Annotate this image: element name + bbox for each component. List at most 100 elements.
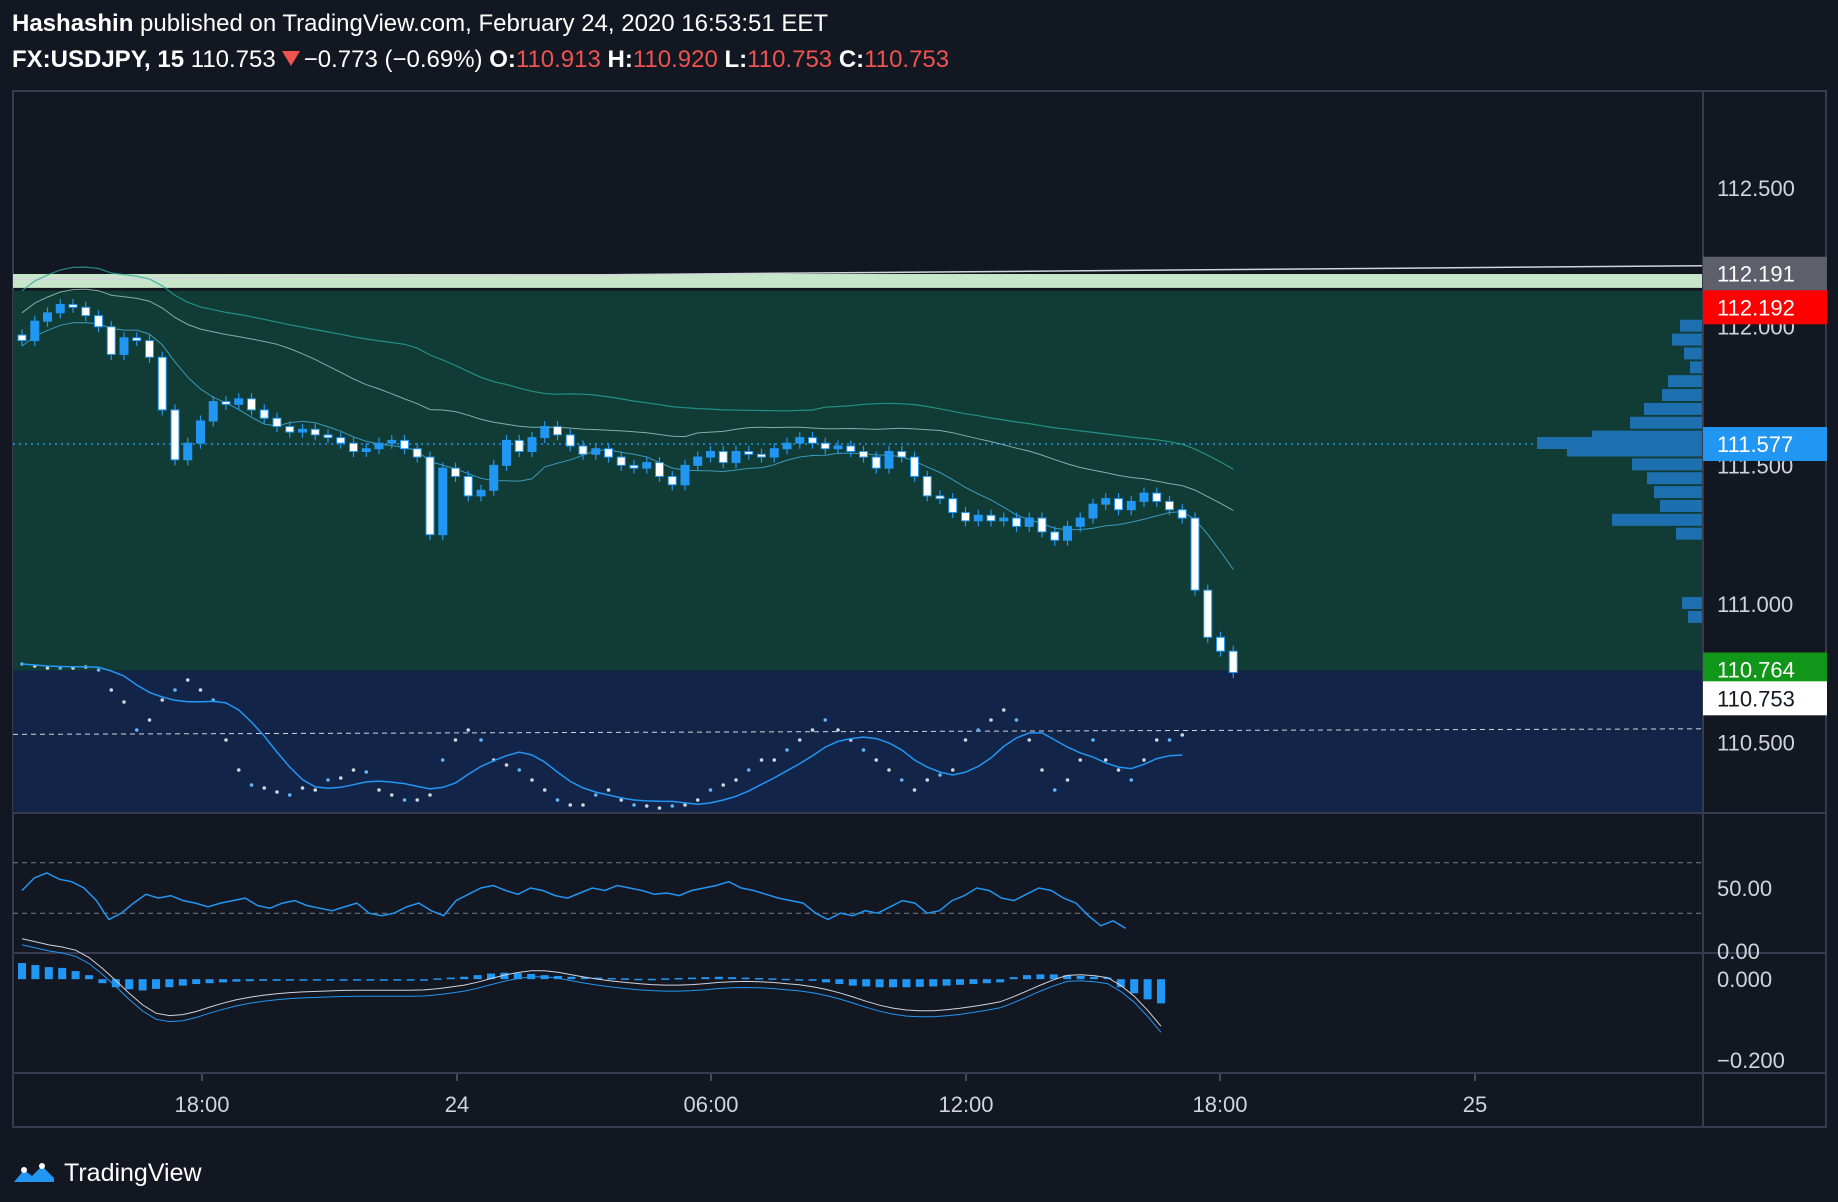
price-label-text: 112.192 [1717, 295, 1795, 320]
histogram-bar [339, 979, 348, 981]
indicator-dot [262, 786, 267, 790]
candle-body [259, 409, 269, 419]
candle-body [527, 437, 537, 452]
candle-body [170, 409, 180, 461]
price-label-text: 112.191 [1717, 262, 1795, 287]
histogram-bar [661, 978, 670, 980]
histogram-bar [18, 963, 26, 980]
price-label-box [1703, 681, 1827, 716]
indicator-dot [1091, 738, 1095, 742]
indicator-dot [147, 718, 152, 722]
histogram-bar [406, 979, 415, 981]
histogram-bar [741, 977, 750, 980]
histogram-bar [634, 978, 643, 981]
indicator-dot [1078, 758, 1083, 762]
histogram-bar [982, 979, 991, 984]
indicator-dot [185, 678, 190, 682]
dashed-level-line [12, 728, 1703, 735]
indicator-dot [517, 768, 522, 772]
histogram-bar [178, 979, 187, 986]
candle-body [986, 514, 996, 522]
candle-body [463, 475, 473, 497]
close-value: 110.753 [864, 46, 950, 73]
histogram-bar [473, 975, 482, 980]
time-tick-label: 12:00 [938, 1092, 993, 1117]
candle-body [1216, 636, 1225, 652]
candle-body [349, 442, 358, 452]
histogram-bar [165, 979, 174, 988]
indicator-dot [1103, 758, 1108, 762]
candle-body [119, 337, 129, 355]
indicator-dot [581, 803, 585, 807]
histogram-bar [259, 979, 268, 981]
time-tick-label: 06:00 [683, 1092, 738, 1117]
indicator-dot [287, 793, 292, 797]
indicator-dot [198, 688, 203, 692]
histogram-tick-label: −0.200 [1717, 1048, 1785, 1073]
price-zone [13, 290, 1702, 671]
candle-body [820, 442, 830, 450]
histogram-bar [580, 977, 589, 980]
indicator-dot [708, 788, 713, 792]
price-tick-label: 112.500 [1717, 176, 1795, 201]
candle-body [157, 356, 167, 411]
histogram-bar [1009, 977, 1018, 980]
price-tick-label: 110.500 [1717, 731, 1795, 756]
indicator-dot [950, 768, 955, 772]
indicator-dot [415, 798, 420, 802]
histogram-bar [1023, 975, 1031, 980]
indicator-dot [504, 763, 509, 767]
candle-body [642, 462, 652, 469]
candle-body [731, 451, 741, 464]
indicator-line [21, 663, 1183, 806]
candle-body [1037, 517, 1047, 533]
author-name[interactable]: Hashashin [12, 10, 134, 37]
histogram-bar [607, 977, 616, 980]
histogram-bar [567, 976, 576, 980]
candle-body [387, 439, 397, 444]
candle-body [1190, 517, 1200, 591]
candle-body [336, 437, 346, 444]
histogram-bar [1090, 976, 1098, 980]
histogram-bar [902, 979, 911, 988]
close-label: C: [838, 46, 865, 73]
candle-body [81, 306, 91, 317]
down-triangle-icon [281, 51, 300, 66]
histogram-bar [1103, 977, 1112, 980]
indicator-dot [364, 770, 369, 774]
histogram-bar [594, 977, 603, 980]
histogram-bar [621, 978, 629, 980]
indicator-dot [1052, 788, 1057, 792]
volume-profile-bar [1688, 610, 1702, 623]
indicator-dot [555, 798, 560, 802]
indicator-dot [428, 793, 432, 797]
chart-area[interactable]: 112.500112.000111.500111.000110.500112.1… [0, 0, 1838, 1140]
indicator-dot [683, 803, 687, 807]
candle-body [782, 442, 792, 450]
indicator-dot [606, 788, 611, 792]
price-label-box [1703, 290, 1827, 325]
volume-profile-bar [1654, 486, 1702, 499]
indicator-dot [810, 728, 815, 732]
indicator-dot [746, 768, 751, 772]
histogram-bar [889, 979, 897, 988]
last-price: 110.753 [190, 46, 276, 73]
candle-body [1063, 525, 1072, 541]
tradingview-footer[interactable]: TradingView [12, 1159, 202, 1188]
histogram-bar [1076, 975, 1085, 980]
indicator-dot [542, 788, 547, 792]
candle-body [629, 464, 639, 469]
indicator-dot [389, 793, 394, 797]
indicator-dot [593, 793, 598, 797]
histogram-bar [138, 979, 147, 991]
price-zone [13, 274, 1702, 288]
oscillator-tick-label: 50.00 [1717, 876, 1772, 901]
indicator-dot [1167, 738, 1172, 742]
histogram-bar [272, 979, 281, 981]
indicator-dot [785, 748, 789, 752]
indicator-dot [1154, 738, 1159, 742]
indicator-dot [236, 768, 241, 772]
indicator-dot [249, 783, 254, 787]
brand-name: TradingView [64, 1159, 202, 1187]
candle-body [1165, 500, 1174, 511]
